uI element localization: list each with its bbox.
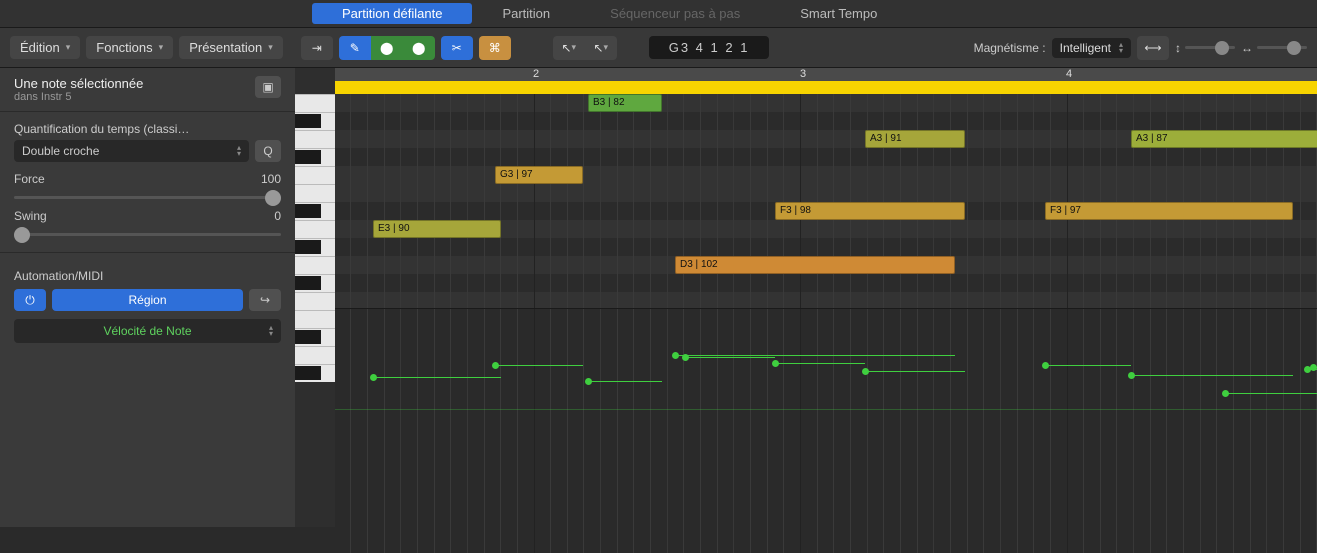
automation-lane[interactable] — [335, 308, 1317, 553]
midi-note[interactable]: B3 | 82 — [588, 94, 662, 112]
grid-row — [335, 184, 1317, 202]
grid-row — [335, 148, 1317, 166]
midi-note[interactable]: A3 | 91 — [865, 130, 965, 148]
grid-row — [335, 238, 1317, 256]
bar-number: 2 — [533, 68, 539, 80]
pointer-tool-icon[interactable]: ↖▾ — [553, 36, 585, 60]
black-key[interactable] — [295, 366, 321, 380]
inspector-panel: Une note sélectionnée dans Instr 5 ▣ Qua… — [0, 68, 295, 527]
snap-bounds-icon[interactable]: ⟷ — [1137, 36, 1169, 60]
midi-draw-icon[interactable]: ✎ — [339, 36, 371, 60]
tab-bar: Partition défilante Partition Séquenceur… — [0, 0, 1317, 28]
black-key[interactable] — [295, 150, 321, 164]
link-icon[interactable]: ⌘ — [479, 36, 511, 60]
automation-power-button[interactable]: ⏻ — [14, 289, 46, 311]
midi-note[interactable]: A3 | 87 — [1131, 130, 1317, 148]
automation-segment — [495, 365, 583, 366]
chevron-down-icon: ▾ — [159, 42, 164, 53]
quantize-select[interactable]: Double croche▴▾ — [14, 140, 249, 162]
midi-note[interactable]: D3 | 102 — [675, 256, 955, 274]
midi-note[interactable]: F3 | 97 — [1045, 202, 1293, 220]
midi-note[interactable]: G3 | 97 — [495, 166, 583, 184]
force-label: Force — [14, 172, 45, 186]
inspector-collapse-button[interactable]: ▣ — [255, 76, 281, 98]
alt-tool-icon[interactable]: ↖▾ — [585, 36, 617, 60]
automation-segment — [1225, 393, 1317, 394]
black-key[interactable] — [295, 240, 321, 254]
tab-step-sequencer[interactable]: Séquenceur pas à pas — [580, 0, 770, 27]
vertical-zoom-slider[interactable]: ↕ — [1175, 41, 1235, 55]
menu-edit[interactable]: Édition▾ — [10, 36, 80, 59]
piano-keyboard[interactable] — [295, 94, 335, 382]
collapse-icon[interactable]: ⇥ — [301, 36, 333, 60]
grid-row — [335, 94, 1317, 112]
automation-segment — [373, 377, 501, 378]
black-key[interactable] — [295, 114, 321, 128]
force-slider[interactable] — [14, 196, 281, 199]
bar-number: 3 — [800, 68, 806, 80]
position-display: G3 4 1 2 1 — [649, 36, 770, 59]
automation-segment — [1131, 375, 1293, 376]
tab-pianoroll[interactable]: Partition défilante — [312, 3, 472, 24]
snap-select[interactable]: Intelligent▴▾ — [1052, 38, 1131, 58]
automation-segment — [1045, 365, 1131, 366]
automation-label: Automation/MIDI — [14, 269, 281, 283]
automation-segment — [685, 357, 775, 358]
automation-segment — [675, 355, 955, 356]
quantize-button[interactable]: Q — [255, 140, 281, 162]
tool-group: ↖▾ ↖▾ — [553, 36, 617, 60]
menu-view[interactable]: Présentation▾ — [179, 36, 283, 59]
black-key[interactable] — [295, 330, 321, 344]
black-key[interactable] — [295, 204, 321, 218]
quantize-label: Quantification du temps (classi… — [14, 122, 281, 136]
grid-row — [335, 112, 1317, 130]
region-button[interactable]: Région — [52, 289, 243, 311]
piano-roll-editor: 2345 B3 | 82A3 | 91A3 | 87G3 | 97F3 | 98… — [295, 68, 1317, 527]
automation-param-select[interactable]: Vélocité de Note▴▾ — [14, 319, 281, 343]
vzoom-icon: ↕ — [1175, 41, 1181, 55]
midi-note[interactable]: E3 | 90 — [373, 220, 501, 238]
time-ruler[interactable]: 2345 — [335, 68, 1317, 94]
grid-row — [335, 274, 1317, 292]
toolbar: Édition▾ Fonctions▾ Présentation▾ ⇥ ✎ ⬤ … — [0, 28, 1317, 68]
tab-score[interactable]: Partition — [472, 0, 580, 27]
menu-functions[interactable]: Fonctions▾ — [86, 36, 173, 59]
chevron-down-icon: ▾ — [66, 42, 71, 53]
swing-label: Swing — [14, 209, 47, 223]
midi-note[interactable]: F3 | 98 — [775, 202, 965, 220]
black-key[interactable] — [295, 276, 321, 290]
midi-draw-group: ✎ ⬤ ⬤ — [339, 36, 435, 60]
selection-subtitle: dans Instr 5 — [14, 91, 255, 103]
automation-segment — [1313, 367, 1317, 368]
midi-out-icon[interactable]: ⬤ — [403, 36, 435, 60]
midi-in-icon[interactable]: ⬤ — [371, 36, 403, 60]
horizontal-zoom-slider[interactable]: ↔ — [1241, 41, 1307, 55]
force-value: 100 — [261, 172, 281, 186]
bar-number: 4 — [1066, 68, 1072, 80]
automation-segment — [775, 363, 865, 364]
automation-segment — [588, 381, 662, 382]
catch-icon[interactable]: ✂ — [441, 36, 473, 60]
swing-slider[interactable] — [14, 233, 281, 236]
grid-row — [335, 166, 1317, 184]
automation-segment — [865, 371, 965, 372]
chevron-down-icon: ▾ — [268, 42, 273, 53]
tab-smart-tempo[interactable]: Smart Tempo — [770, 0, 907, 27]
snap-label: Magnétisme : — [974, 41, 1046, 55]
selection-title: Une note sélectionnée — [14, 76, 255, 91]
inspector-header: Une note sélectionnée dans Instr 5 ▣ — [0, 68, 295, 112]
swing-value: 0 — [274, 209, 281, 223]
automation-next-button[interactable]: ↪ — [249, 289, 281, 311]
hzoom-icon: ↔ — [1241, 41, 1253, 55]
